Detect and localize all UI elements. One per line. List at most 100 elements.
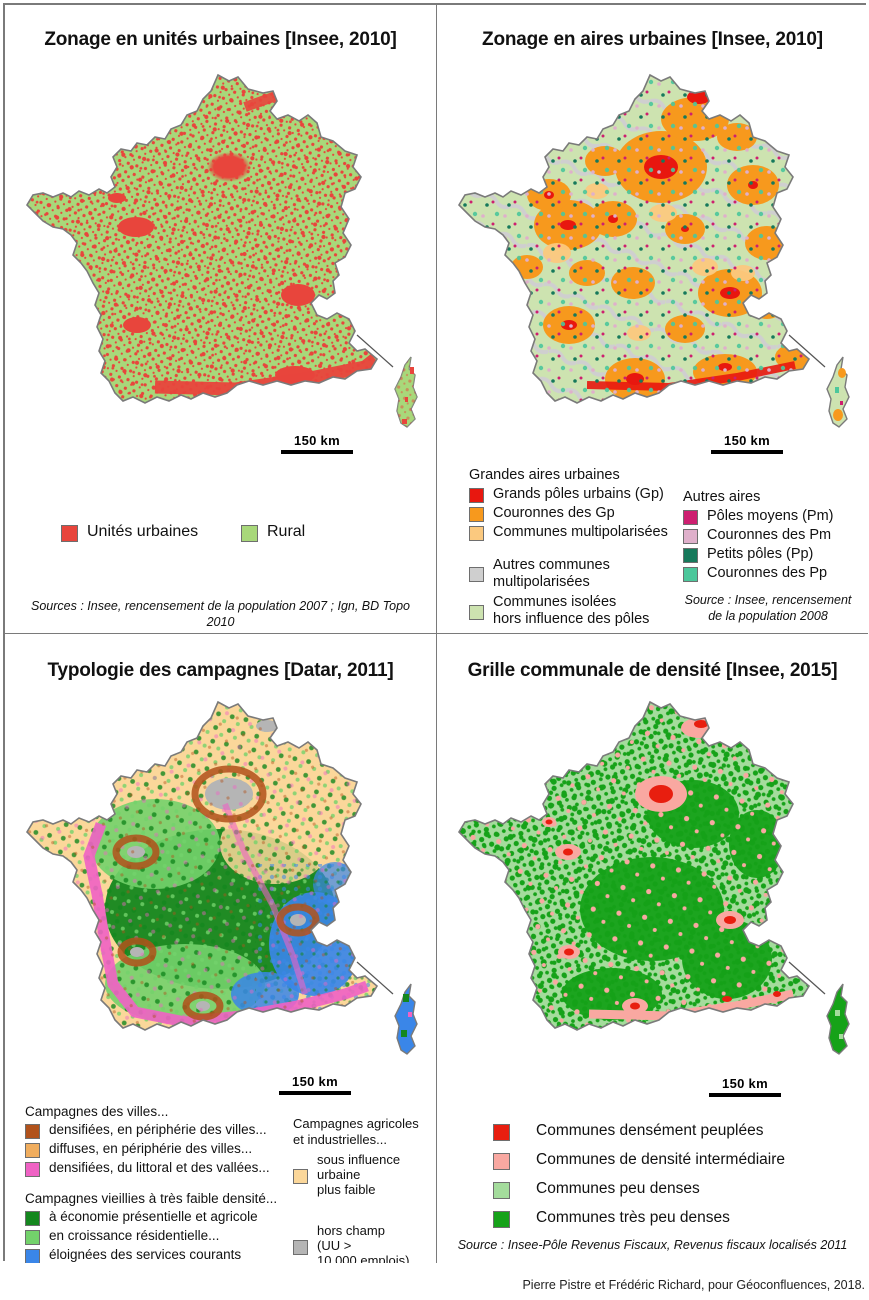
- legend-item-couronnes-gp[interactable]: Couronnes des Gp: [469, 505, 709, 522]
- legend-item-economie-presentielle[interactable]: à économie présentielle et agricole: [25, 1209, 305, 1226]
- legend-heading-grandes-aires: Grandes aires urbaines: [469, 467, 620, 483]
- legend-label-grands-poles: Grands pôles urbains (Gp): [493, 486, 664, 502]
- map-typologie-campagnes: [5, 694, 436, 1094]
- scalebar-label-1: 150 km: [294, 433, 340, 448]
- legend-item-communes-multipolarisees[interactable]: Communes multipolarisées: [469, 524, 709, 541]
- corsica-4: [826, 983, 850, 1055]
- legend-label-diffuses-peripherie: diffuses, en périphérie des villes...: [49, 1141, 253, 1156]
- legend-item-poles-moyens[interactable]: Pôles moyens (Pm): [683, 508, 868, 525]
- figure-credit: Pierre Pistre et Frédéric Richard, pour …: [522, 1278, 865, 1292]
- legend-swatch-peu-denses: [493, 1182, 510, 1199]
- legend-swatch-tres-peu-denses: [493, 1211, 510, 1228]
- legend-heading-campagnes-vieillies: Campagnes vieillies à très faible densit…: [25, 1191, 278, 1206]
- scalebar-4: 150 km: [709, 1076, 781, 1097]
- legend-swatch-sous-influence-urbaine: [293, 1169, 308, 1185]
- legend-label-petits-poles: Petits pôles (Pp): [707, 546, 814, 562]
- legend-swatch-communes-isolees: [469, 604, 484, 620]
- legend-campagnes-right: Campagnes agricoles et industrielles... …: [293, 1116, 433, 1263]
- legend-item-autres-communes[interactable]: Autres communes multipolarisées: [469, 557, 709, 590]
- scalebar-1: 150 km: [281, 433, 353, 454]
- legend-item-eloignees-services[interactable]: éloignées des services courants: [25, 1247, 305, 1263]
- map-grid: Zonage en unités urbaines [Insee, 2010]: [3, 3, 868, 1263]
- legend-heading-campagnes-agricoles: Campagnes agricoles et industrielles...: [293, 1116, 419, 1147]
- scalebar-bar-2: [711, 450, 783, 454]
- legend-swatch-hors-champ: [293, 1239, 308, 1255]
- panel-title-aires-urbaines: Zonage en aires urbaines [Insee, 2010]: [482, 29, 823, 50]
- legend-label-densifiees-peripherie: densifiées, en périphérie des villes...: [49, 1122, 267, 1137]
- scalebar-label-4: 150 km: [722, 1076, 768, 1091]
- map-grille-densite: [437, 694, 868, 1094]
- legend-item-grands-poles[interactable]: Grands pôles urbains (Gp): [469, 486, 709, 503]
- legend-swatch-densement-peuplees: [493, 1124, 510, 1141]
- legend-swatch-densite-intermediaire: [493, 1153, 510, 1170]
- scalebar-3: 150 km: [279, 1074, 351, 1095]
- legend-label-sous-influence-urbaine: sous influence urbaine plus faible: [317, 1152, 401, 1198]
- legend-label-rural: Rural: [267, 523, 306, 541]
- legend-item-couronnes-pp[interactable]: Couronnes des Pp: [683, 565, 868, 582]
- legend-swatch-eloignees-services: [25, 1249, 40, 1263]
- legend-label-croissance-residentielle: en croissance résidentielle...: [49, 1228, 220, 1243]
- legend-aires-right: Autres aires Pôles moyens (Pm) Couronnes…: [683, 489, 868, 584]
- source-panel-2: Source : Insee, rencensement de la popul…: [684, 593, 852, 623]
- legend-swatch-petits-poles: [683, 548, 698, 563]
- panel-typologie-campagnes: Typologie des campagnes [Datar, 2011]: [5, 634, 437, 1263]
- panel-grille-densite: Grille communale de densité [Insee, 2015…: [437, 634, 868, 1263]
- legend-label-tres-peu-denses: Communes très peu denses: [536, 1209, 730, 1226]
- legend-item-peu-denses[interactable]: Communes peu denses: [493, 1180, 853, 1199]
- corsica-3: [394, 983, 418, 1055]
- legend-label-economie-presentielle: à économie présentielle et agricole: [49, 1209, 258, 1224]
- france-map-svg-4: [458, 701, 850, 1055]
- legend-swatch-densifiees-littoral: [25, 1162, 40, 1177]
- scalebar-label-3: 150 km: [292, 1074, 338, 1089]
- legend-item-hors-champ[interactable]: hors champ (UU > 10 000 emplois): [293, 1223, 433, 1263]
- legend-label-densite-intermediaire: Communes de densité intermédiaire: [536, 1151, 785, 1168]
- map-unites-urbaines: [5, 67, 436, 467]
- legend-item-petits-poles[interactable]: Petits pôles (Pp): [683, 546, 868, 563]
- legend-label-communes-isolees: Communes isolées hors influence des pôle…: [493, 594, 650, 628]
- legend-item-tres-peu-denses[interactable]: Communes très peu denses: [493, 1209, 853, 1228]
- legend-label-couronnes-pm: Couronnes des Pm: [707, 527, 832, 543]
- legend-label-couronnes-pp: Couronnes des Pp: [707, 565, 828, 581]
- legend-swatch-poles-moyens: [683, 510, 698, 525]
- legend-item-densifiees-peripherie[interactable]: densifiées, en périphérie des villes...: [25, 1122, 305, 1139]
- france-map-svg-3: [26, 701, 418, 1055]
- scalebar-2: 150 km: [711, 433, 783, 454]
- legend-swatch-couronnes-gp: [469, 507, 484, 522]
- france-map-svg-1: [26, 74, 418, 428]
- legend-label-communes-multipolarisees: Communes multipolarisées: [493, 524, 668, 540]
- scalebar-bar-4: [709, 1093, 781, 1097]
- legend-item-diffuses-peripherie[interactable]: diffuses, en périphérie des villes...: [25, 1141, 305, 1158]
- source-panel-4: Source : Insee-Pôle Revenus Fiscaux, Rev…: [457, 1238, 848, 1252]
- legend-item-couronnes-pm[interactable]: Couronnes des Pm: [683, 527, 868, 544]
- scalebar-label-2: 150 km: [724, 433, 770, 448]
- legend-swatch-croissance-residentielle: [25, 1230, 40, 1245]
- legend-swatch-unites-urbaines: [61, 525, 78, 542]
- legend-item-densement-peuplees[interactable]: Communes densément peuplées: [493, 1122, 853, 1141]
- legend-swatch-densifiees-peripherie: [25, 1124, 40, 1139]
- legend-swatch-economie-presentielle: [25, 1211, 40, 1226]
- legend-item-densite-intermediaire[interactable]: Communes de densité intermédiaire: [493, 1151, 853, 1170]
- legend-campagnes-left: Campagnes des villes... densifiées, en p…: [25, 1104, 305, 1263]
- legend-item-croissance-residentielle[interactable]: en croissance résidentielle...: [25, 1228, 305, 1245]
- panel-aires-urbaines: Zonage en aires urbaines [Insee, 2010]: [437, 5, 868, 634]
- legend-item-densifiees-littoral[interactable]: densifiées, du littoral et des vallées..…: [25, 1160, 305, 1177]
- legend-aires-left: Grandes aires urbaines Grands pôles urba…: [469, 467, 709, 630]
- legend-label-densement-peuplees: Communes densément peuplées: [536, 1122, 764, 1139]
- map-aires-urbaines: [437, 67, 868, 467]
- legend-swatch-couronnes-pp: [683, 567, 698, 582]
- corsica-1: [394, 356, 418, 428]
- legend-label-eloignees-services: éloignées des services courants: [49, 1247, 242, 1262]
- legend-item-sous-influence-urbaine[interactable]: sous influence urbaine plus faible: [293, 1152, 433, 1198]
- panel-title-unites-urbaines: Zonage en unités urbaines [Insee, 2010]: [44, 29, 397, 50]
- legend-heading-autres-aires: Autres aires: [683, 489, 761, 505]
- legend-item-rural[interactable]: Rural: [241, 523, 305, 542]
- source-panel-1: Sources : Insee, rencensement de la popu…: [31, 599, 410, 629]
- legend-label-hors-champ: hors champ (UU > 10 000 emplois): [317, 1223, 410, 1263]
- legend-swatch-rural: [241, 525, 258, 542]
- panel-title-typologie-campagnes: Typologie des campagnes [Datar, 2011]: [47, 660, 394, 681]
- legend-unites-urbaines: Unités urbaines Rural: [61, 523, 401, 542]
- legend-item-unites-urbaines[interactable]: Unités urbaines: [61, 523, 241, 542]
- legend-label-peu-denses: Communes peu denses: [536, 1180, 700, 1197]
- legend-item-communes-isolees[interactable]: Communes isolées hors influence des pôle…: [469, 594, 709, 627]
